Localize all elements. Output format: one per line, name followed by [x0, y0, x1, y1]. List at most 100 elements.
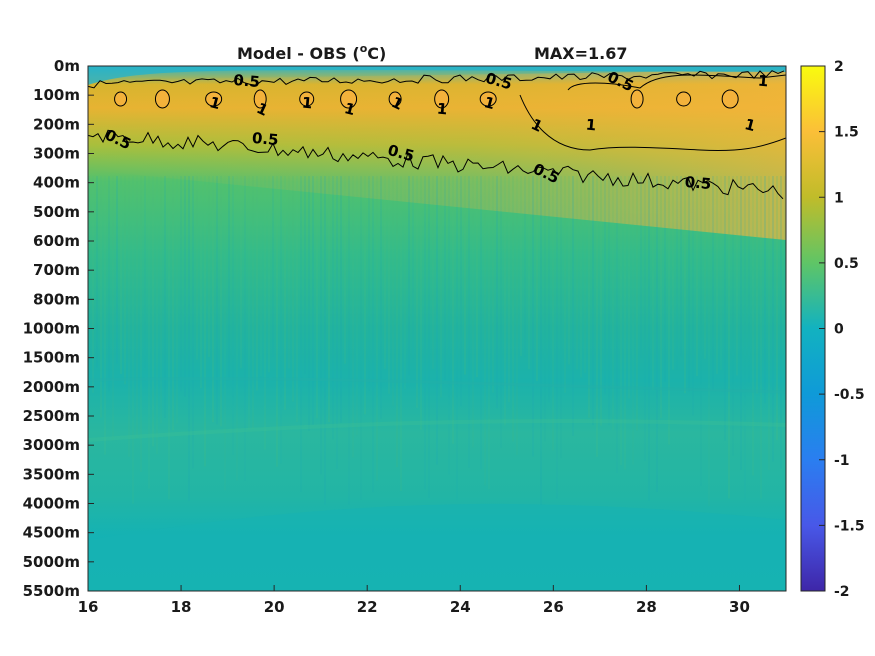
deep-layer: [88, 503, 786, 591]
stripe: [152, 176, 154, 447]
stripe: [696, 176, 698, 377]
stripe: [728, 176, 730, 499]
stripe: [436, 176, 438, 465]
stripe: [292, 176, 294, 402]
contour-label: 1: [757, 72, 769, 91]
stripe: [164, 176, 166, 418]
contour-cell-1: [676, 91, 692, 107]
stripe: [732, 176, 734, 456]
stripe: [232, 176, 234, 456]
stripe: [432, 176, 434, 369]
x-tick-label: 20: [264, 598, 285, 616]
stripe: [724, 176, 726, 441]
stripe: [400, 176, 402, 492]
stripe: [268, 176, 270, 373]
stripe: [712, 176, 714, 391]
stripe: [532, 176, 534, 457]
contour-label: 1: [343, 99, 358, 119]
y-tick-label: 1000m: [23, 320, 80, 338]
stripe: [720, 176, 722, 370]
stripe: [180, 176, 182, 392]
stripe: [188, 176, 190, 502]
colorbar-tick-label: 0.5: [834, 256, 859, 272]
x-tick-label: 24: [450, 598, 471, 616]
stripe: [504, 176, 506, 426]
y-tick-label: 600m: [33, 232, 80, 250]
contour-label: 1: [301, 94, 313, 113]
stripe: [412, 176, 414, 361]
stripe: [304, 176, 306, 375]
mid-layer-band: [88, 377, 786, 394]
stripe: [676, 176, 678, 370]
stripe: [496, 176, 498, 409]
x-axis: 16 18 20 22 24 26 28 30: [78, 585, 750, 616]
contour-cell-1: [340, 89, 358, 109]
stripe: [560, 176, 562, 459]
contour-cell-1: [434, 89, 450, 109]
stripe: [784, 176, 786, 459]
stripe: [684, 176, 686, 394]
stripe: [592, 176, 594, 426]
stripe: [772, 176, 774, 462]
contour-label: 1: [208, 93, 223, 113]
contour-cell-1: [388, 91, 402, 107]
stripe: [192, 176, 194, 469]
stripe: [440, 176, 442, 398]
colorbar-tick-label: -1.5: [834, 518, 865, 534]
y-tick-label: 5000m: [23, 553, 80, 571]
y-tick-label: 4500m: [23, 524, 80, 542]
stripe: [584, 176, 586, 373]
stripe: [736, 176, 738, 376]
stripe: [184, 176, 186, 397]
stripe: [148, 176, 150, 489]
stripe: [340, 176, 342, 423]
y-tick-label: 400m: [33, 174, 80, 192]
y-tick-label: 800m: [33, 290, 80, 308]
stripe: [284, 176, 286, 410]
stripe: [392, 176, 394, 406]
stripe: [120, 176, 122, 375]
stripe: [540, 176, 542, 506]
x-tick-label: 18: [171, 598, 192, 616]
stripe: [88, 176, 90, 430]
contour-label: 1: [743, 115, 758, 135]
stripe: [556, 176, 558, 499]
contour-line-1-right: [567, 74, 786, 91]
stripe: [760, 176, 762, 499]
stripe: [656, 176, 658, 492]
contour-cells-1: [114, 89, 739, 109]
abyssal-band: [88, 418, 786, 442]
stripe: [248, 176, 250, 431]
stripe: [124, 176, 126, 385]
y-tick-label: 3500m: [23, 465, 80, 483]
stripe: [224, 176, 226, 491]
stripe: [500, 176, 502, 449]
stripe: [480, 176, 482, 470]
stripe: [396, 176, 398, 468]
stripe: [384, 176, 386, 369]
stripe: [320, 176, 322, 475]
stripe: [652, 176, 654, 391]
stripe: [624, 176, 626, 470]
stripe: [376, 176, 378, 481]
stripe: [524, 176, 526, 357]
stripe: [564, 176, 566, 393]
stripe: [776, 176, 778, 441]
chart-title-max: MAX=1.67: [534, 44, 628, 63]
stripe: [668, 176, 670, 445]
y-axis: 0m 100m 200m 300m 400m 500m 600m 700m 800m 1000m 1…: [23, 57, 94, 600]
y-tick-label: 0m: [54, 57, 80, 75]
stripe: [488, 176, 490, 490]
stripe: [644, 176, 646, 462]
stripe: [632, 176, 634, 465]
stripe: [716, 176, 718, 374]
stripe: [328, 176, 330, 423]
stripe: [448, 176, 450, 475]
stripe: [780, 176, 782, 469]
stripe: [236, 176, 238, 481]
x-tick-label: 16: [78, 598, 99, 616]
contour-cell-1: [205, 91, 223, 107]
stripe: [640, 176, 642, 359]
stripe: [572, 176, 574, 436]
colorbar-ticks: 2 1.5 1 0.5 0 -0.5 -1 -1.5 -2: [819, 59, 865, 600]
